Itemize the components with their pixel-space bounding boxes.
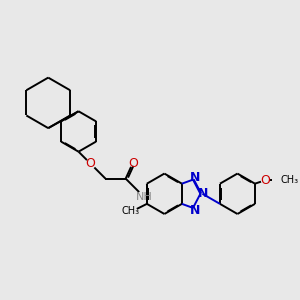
Text: N: N (198, 187, 208, 200)
Text: O: O (128, 157, 138, 170)
Text: N: N (190, 204, 200, 217)
Text: CH₃: CH₃ (121, 206, 139, 216)
Text: CH₃: CH₃ (280, 175, 298, 185)
Text: O: O (85, 157, 95, 170)
Text: O: O (260, 174, 270, 187)
Text: NH: NH (136, 192, 153, 202)
Text: N: N (190, 171, 200, 184)
